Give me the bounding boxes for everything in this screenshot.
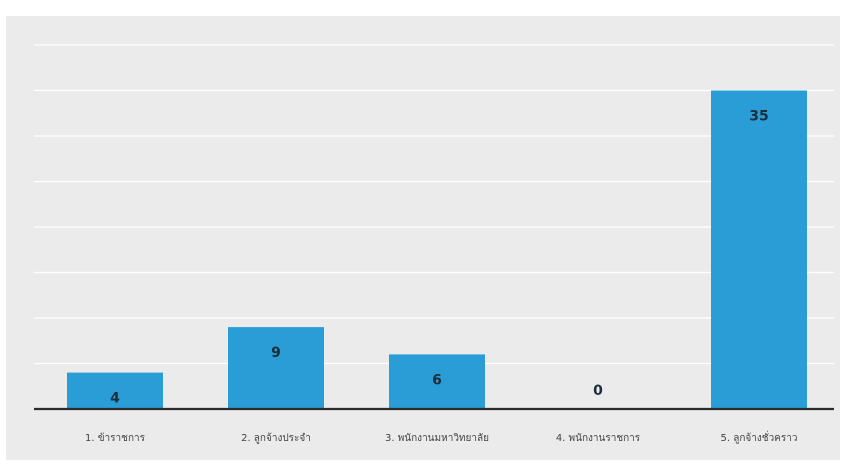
gridlines [34,44,834,365]
data-label: 6 [432,372,442,388]
data-labels: 4 9 6 0 35 [110,109,769,407]
bars [67,90,807,409]
data-label: 9 [271,345,281,361]
bar [389,354,485,409]
data-label: 35 [749,109,768,125]
x-tick-label: 4. พนักงานราชการ [556,433,641,444]
x-tick-labels: 1. ข้าราชการ 2. ลูกจ้างประจำ 3. พนักงานมหา… [85,430,797,444]
x-tick-label: 1. ข้าราชการ [85,432,146,444]
bar [711,90,807,409]
x-tick-label: 2. ลูกจ้างประจำ [241,432,311,444]
bar [67,372,163,409]
x-tick-label: 3. พนักงานมหาวิทยาลัย [385,433,489,444]
bar [228,327,324,409]
data-label: 4 [110,391,120,407]
data-label: 0 [593,383,603,399]
x-tick-label: 5. ลูกจ้างชั่วคราว [721,430,798,444]
